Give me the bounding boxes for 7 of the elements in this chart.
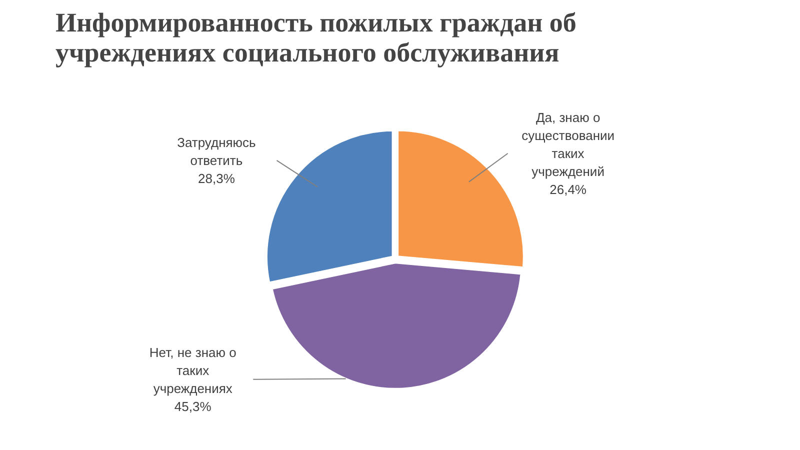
data-label: 45,3% xyxy=(174,398,212,414)
slice-label: Нет, не знаю о таких учреждениях xyxy=(149,344,236,396)
data-label: 28,3% xyxy=(198,170,236,186)
chart-title: Информированность пожилых граждан об учреждениях социального обслуживания xyxy=(56,8,576,68)
data-label: 26,4% xyxy=(550,182,587,197)
slice-label: Да, знаю о существовании таких учреждений xyxy=(522,110,615,179)
slice-label: Затрудняюсь ответить xyxy=(177,134,256,168)
